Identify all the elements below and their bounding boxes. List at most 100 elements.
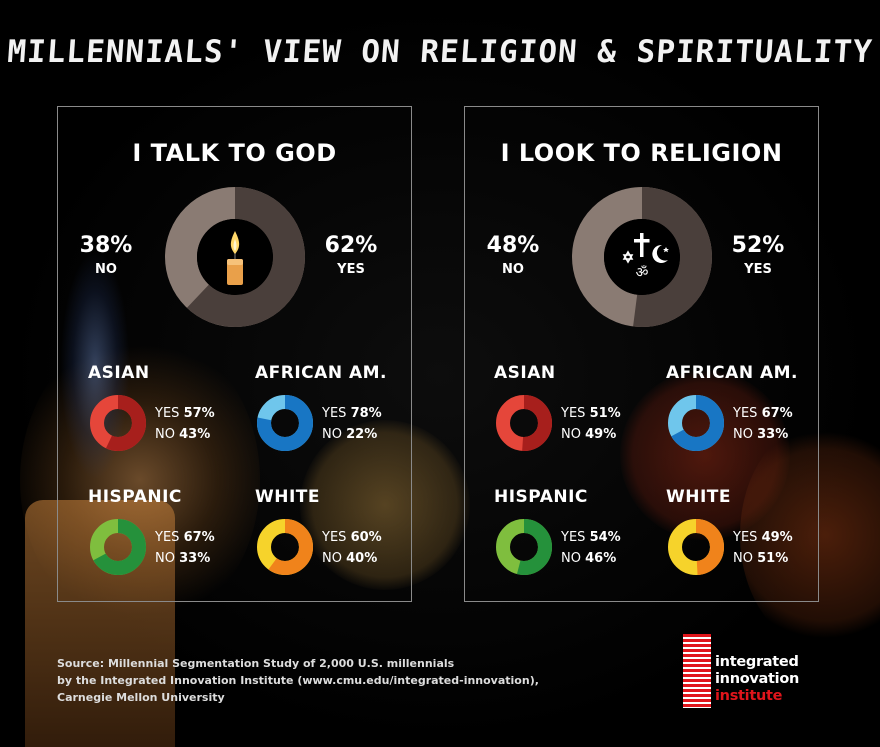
overall-yes: 52% YES (718, 233, 798, 277)
yes-label: YES (561, 530, 586, 545)
group-donut (257, 395, 313, 451)
no-label: NO (733, 427, 753, 442)
panel-look-to-religion: I LOOK TO RELIGION ॐ 48% NO 52% YES ASIA… (464, 106, 819, 602)
group-name: AFRICAN AM. (255, 363, 387, 383)
group-donut (496, 519, 552, 575)
group-name: HISPANIC (88, 487, 182, 507)
donut-slice-yes (257, 519, 313, 575)
group-name: WHITE (255, 487, 321, 507)
overall-no: 48% NO (473, 233, 553, 277)
no-value: 49% (585, 427, 617, 442)
group-hispanic: HISPANIC YES 67% NO 33% (88, 487, 258, 597)
source-line: Carnegie Mellon University (57, 691, 225, 704)
overall-no-label: NO (95, 262, 117, 277)
no-label: NO (155, 427, 175, 442)
panel-heading: I LOOK TO RELIGION (500, 139, 783, 167)
group-white: WHITE YES 60% NO 40% (255, 487, 425, 597)
yes-label: YES (155, 530, 180, 545)
group-yes-row: YES 67% (733, 403, 793, 424)
yes-value: 54% (589, 530, 621, 545)
yes-label: YES (322, 406, 347, 421)
yes-label: YES (322, 530, 347, 545)
yes-value: 67% (183, 530, 215, 545)
panel-heading: I TALK TO GOD (132, 139, 337, 167)
svg-text:ॐ: ॐ (636, 265, 649, 281)
donut-slice-yes (90, 395, 146, 451)
donut-slice-yes (165, 187, 305, 327)
logo-i-icon (683, 634, 711, 708)
no-value: 46% (585, 551, 617, 566)
group-donut (90, 395, 146, 451)
group-no-row: NO 22% (322, 424, 382, 445)
no-label: NO (733, 551, 753, 566)
no-label: NO (322, 427, 342, 442)
group-white: WHITE YES 49% NO 51% (666, 487, 836, 597)
group-hispanic: HISPANIC YES 54% NO 46% (494, 487, 664, 597)
no-label: NO (561, 427, 581, 442)
overall-no: 38% NO (66, 233, 146, 277)
group-name: AFRICAN AM. (666, 363, 798, 383)
overall-yes-value: 62% (324, 233, 378, 258)
overall-no-value: 48% (486, 233, 540, 258)
religious-symbols-icon: ॐ (622, 233, 669, 281)
group-yes-row: YES 78% (322, 403, 382, 424)
yes-value: 60% (350, 530, 382, 545)
group-yes-row: YES 60% (322, 527, 382, 548)
source-note: Source: Millennial Segmentation Study of… (57, 655, 539, 706)
group-no-row: NO 33% (155, 548, 215, 569)
group-african-am: AFRICAN AM. YES 78% NO 22% (255, 363, 425, 473)
group-name: HISPANIC (494, 487, 588, 507)
yes-label: YES (561, 406, 586, 421)
yes-value: 78% (350, 406, 382, 421)
panel-talk-to-god: I TALK TO GOD 38% NO 62% YES ASIAN (57, 106, 412, 602)
no-value: 33% (179, 551, 211, 566)
group-asian: ASIAN YES 51% NO 49% (494, 363, 664, 473)
no-value: 40% (346, 551, 378, 566)
logo-line: integrated (715, 654, 799, 670)
overall-yes-label: YES (337, 262, 365, 277)
group-name: ASIAN (88, 363, 150, 383)
group-no-row: NO 49% (561, 424, 621, 445)
source-line: by the Integrated Innovation Institute (… (57, 674, 539, 687)
no-label: NO (561, 551, 581, 566)
no-value: 33% (757, 427, 789, 442)
no-value: 51% (757, 551, 789, 566)
yes-value: 57% (183, 406, 215, 421)
group-yes-row: YES 57% (155, 403, 215, 424)
group-name: ASIAN (494, 363, 556, 383)
overall-yes-label: YES (744, 262, 772, 277)
group-no-row: NO 46% (561, 548, 621, 569)
yes-value: 51% (589, 406, 621, 421)
yes-label: YES (733, 406, 758, 421)
logo-line: innovation (715, 671, 800, 687)
donut-slice-yes (668, 519, 724, 575)
yes-value: 67% (761, 406, 793, 421)
donut-slice-yes (257, 395, 313, 451)
logo-line: institute (715, 688, 783, 704)
group-donut (257, 519, 313, 575)
donut-slice-yes (496, 395, 552, 451)
group-yes-row: YES 67% (155, 527, 215, 548)
source-line: Source: Millennial Segmentation Study of… (57, 657, 455, 670)
group-yes-row: YES 49% (733, 527, 793, 548)
group-name: WHITE (666, 487, 732, 507)
group-yes-row: YES 51% (561, 403, 621, 424)
group-yes-row: YES 54% (561, 527, 621, 548)
group-no-row: NO 40% (322, 548, 382, 569)
overall-donut: ॐ (572, 187, 712, 327)
group-african-am: AFRICAN AM. YES 67% NO 33% (666, 363, 836, 473)
group-no-row: NO 33% (733, 424, 793, 445)
donut-slice-yes (572, 187, 712, 327)
no-label: NO (322, 551, 342, 566)
group-no-row: NO 51% (733, 548, 793, 569)
group-asian: ASIAN YES 57% NO 43% (88, 363, 258, 473)
yes-value: 49% (761, 530, 793, 545)
candle-icon (227, 231, 243, 285)
group-no-row: NO 43% (155, 424, 215, 445)
donut-slice-yes (496, 519, 552, 575)
overall-yes-value: 52% (731, 233, 785, 258)
group-donut (90, 519, 146, 575)
overall-donut (165, 187, 305, 327)
overall-no-value: 38% (79, 233, 133, 258)
